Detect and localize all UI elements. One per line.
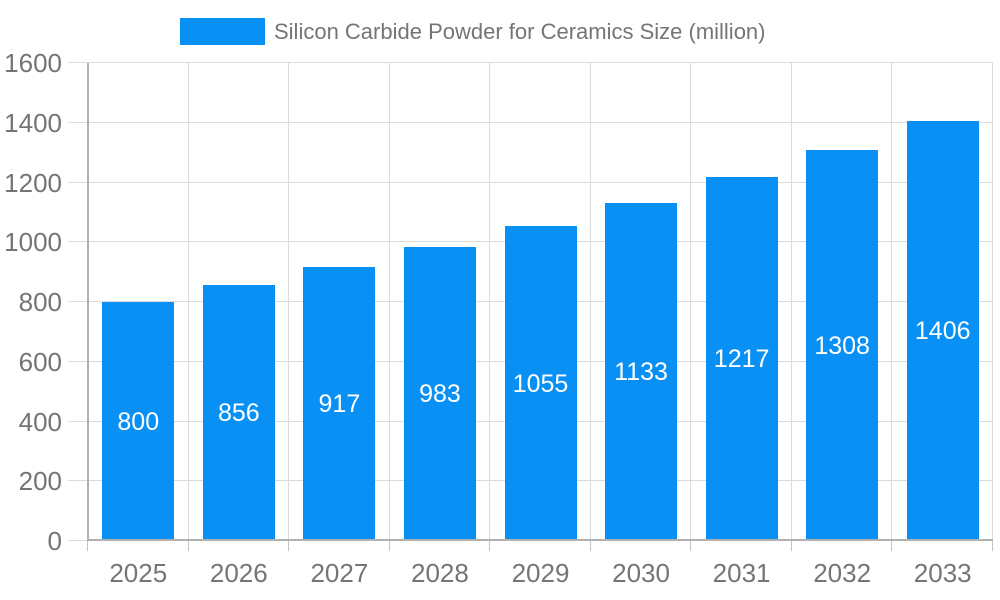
v-gridline bbox=[690, 63, 692, 541]
y-axis-tick-label: 400 bbox=[18, 406, 62, 437]
bar-2026[interactable] bbox=[202, 285, 275, 541]
bar-value-label: 1217 bbox=[713, 345, 770, 373]
x-axis-tick bbox=[87, 541, 88, 551]
y-axis-tick bbox=[68, 241, 88, 243]
bar-value-label: 800 bbox=[117, 407, 160, 436]
bar-value-label: 856 bbox=[217, 399, 260, 427]
bar-2032[interactable] bbox=[806, 150, 879, 541]
bar-2033[interactable] bbox=[906, 121, 979, 541]
bar-value-label: 1406 bbox=[914, 317, 971, 345]
v-gridline bbox=[891, 63, 893, 541]
y-axis-tick bbox=[68, 301, 88, 302]
x-axis-label-2025: 2025 bbox=[109, 558, 168, 588]
bar-value-label: 1133 bbox=[614, 358, 668, 386]
y-axis-line bbox=[87, 63, 89, 541]
y-axis-tick bbox=[68, 540, 88, 541]
y-axis-tick bbox=[68, 360, 88, 362]
y-axis-tick-label: 1600 bbox=[4, 48, 62, 78]
y-axis-tick bbox=[68, 181, 88, 183]
v-gridline bbox=[288, 63, 290, 541]
bar-value-label: 983 bbox=[419, 380, 461, 408]
x-axis-label-2026: 2026 bbox=[209, 558, 268, 588]
h-gridline bbox=[88, 62, 993, 63]
y-axis-tick bbox=[68, 480, 88, 482]
x-axis-label-2030: 2030 bbox=[612, 558, 670, 588]
x-axis-label-2027: 2027 bbox=[310, 558, 369, 588]
v-gridline bbox=[992, 63, 993, 541]
y-axis-tick-label: 1000 bbox=[4, 227, 62, 258]
h-gridline bbox=[88, 121, 993, 123]
x-axis-tick bbox=[288, 541, 290, 551]
x-axis-label-2033: 2033 bbox=[913, 558, 972, 588]
x-axis-tick bbox=[790, 541, 792, 551]
legend-label: Silicon Carbide Powder for Ceramics Size… bbox=[274, 19, 766, 44]
y-axis-tick bbox=[68, 121, 88, 123]
bar-2025[interactable] bbox=[102, 302, 175, 541]
v-gridline bbox=[790, 63, 792, 541]
x-axis-label-2032: 2032 bbox=[813, 558, 872, 588]
v-gridline bbox=[489, 63, 491, 541]
y-axis-tick-label: 1400 bbox=[4, 107, 62, 138]
x-axis-label-2031: 2031 bbox=[712, 558, 771, 588]
bar-2031[interactable] bbox=[705, 177, 778, 541]
v-gridline bbox=[187, 63, 189, 541]
y-axis-tick-label: 800 bbox=[18, 287, 62, 317]
x-axis-label-2028: 2028 bbox=[411, 558, 469, 588]
v-gridline bbox=[589, 63, 591, 541]
x-axis-label-2029: 2029 bbox=[511, 558, 570, 588]
y-axis-tick-label: 0 bbox=[47, 526, 62, 556]
x-axis-tick bbox=[388, 541, 390, 551]
x-axis-tick bbox=[187, 541, 189, 551]
bar-value-label: 1308 bbox=[814, 331, 870, 360]
y-axis-tick-label: 600 bbox=[18, 346, 62, 377]
x-axis-line bbox=[88, 539, 993, 541]
x-axis-tick bbox=[690, 541, 692, 551]
x-axis-tick bbox=[589, 541, 591, 551]
bar-value-label: 1055 bbox=[512, 369, 569, 398]
x-axis-tick bbox=[489, 541, 491, 551]
bar-2027[interactable] bbox=[303, 267, 376, 541]
y-axis-tick bbox=[68, 62, 88, 63]
v-gridline bbox=[388, 63, 390, 541]
bar-2028[interactable] bbox=[403, 247, 476, 541]
bar-value-label: 917 bbox=[318, 390, 361, 418]
h-gridline bbox=[88, 181, 993, 183]
x-axis-tick bbox=[891, 541, 893, 551]
y-axis-tick-label: 200 bbox=[18, 466, 62, 497]
y-axis-tick bbox=[68, 420, 88, 422]
x-axis-tick bbox=[992, 541, 993, 551]
y-axis-tick-label: 1200 bbox=[4, 167, 62, 198]
bar-2029[interactable] bbox=[504, 226, 577, 541]
legend-swatch bbox=[180, 18, 265, 45]
bar-2030[interactable] bbox=[605, 203, 678, 541]
